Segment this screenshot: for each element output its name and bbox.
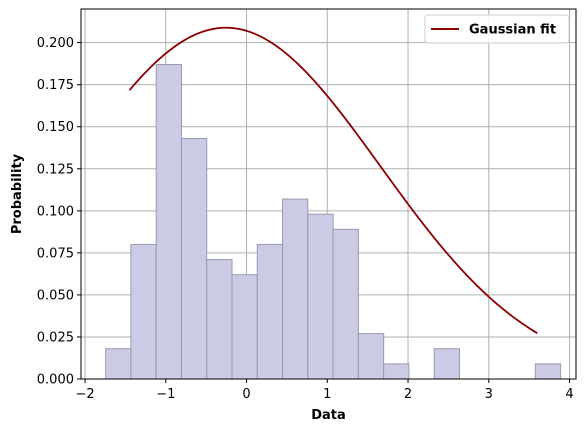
y-axis-title: Probability (10, 153, 25, 234)
plot-frame (80, 8, 577, 380)
histogram-bar (180, 138, 208, 380)
histogram-bar (357, 333, 385, 380)
y-tick-label: 0.100 (37, 204, 74, 219)
y-tick-label: 0.175 (37, 78, 74, 93)
y-axis-ticks: 0.000 0.025 0.050 0.075 0.100 0.125 0.150 0.175… (37, 36, 81, 388)
y-tick-label: 0.200 (37, 36, 74, 51)
y-tick-label: 0.000 (37, 373, 74, 388)
gaussian-fit-line (128, 26, 538, 334)
histogram-bar (206, 259, 233, 380)
x-tick-label: 0 (242, 387, 250, 402)
x-tick-label: 2 (404, 387, 412, 402)
y-tick-label: 0.150 (37, 120, 74, 135)
y-tick-label: 0.125 (37, 162, 74, 177)
histogram-bar (383, 363, 410, 380)
x-tick-label: −1 (156, 387, 175, 402)
histogram-bars (105, 64, 562, 380)
x-tick-label: 1 (323, 387, 331, 402)
legend-box (424, 14, 570, 44)
histogram-bar (307, 213, 334, 380)
x-axis-ticks: −2 −1 0 1 2 3 4 (75, 379, 574, 402)
histogram-bar (231, 274, 258, 380)
y-tick-label: 0.050 (37, 288, 74, 303)
histogram-bar (282, 198, 309, 380)
x-tick-label: 3 (485, 387, 493, 402)
legend-label-gaussian-fit: Gaussian fit (469, 23, 556, 38)
x-axis-title: Data (311, 408, 346, 423)
legend: Gaussian fit (424, 14, 570, 44)
histogram-bar (130, 243, 157, 380)
histogram-bar (256, 243, 284, 380)
histogram-bar (155, 64, 182, 380)
histogram-bar (534, 363, 562, 380)
x-tick-label: −2 (75, 387, 94, 402)
histogram-bar (332, 228, 359, 380)
y-tick-label: 0.025 (37, 330, 74, 345)
y-tick-label: 0.075 (37, 246, 74, 261)
gaussian-fit-series (128, 26, 538, 334)
histogram-bar (433, 348, 460, 380)
histogram-bar (105, 348, 132, 380)
x-tick-label: 4 (565, 387, 573, 402)
